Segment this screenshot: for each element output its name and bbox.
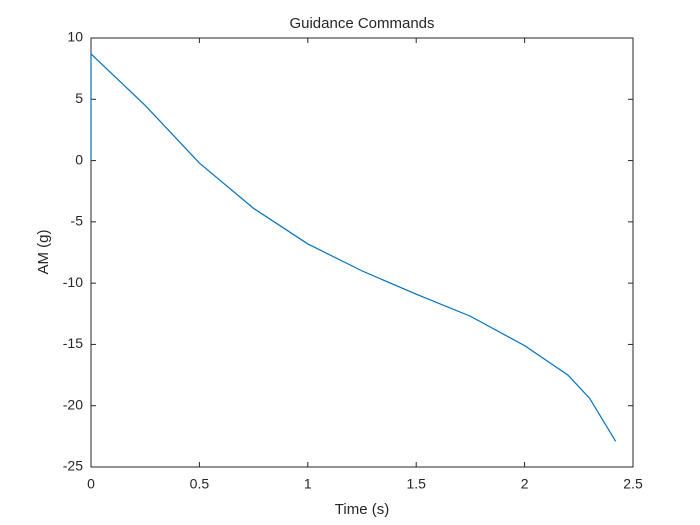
x-tick-label: 1.5 xyxy=(406,476,426,492)
y-axis-label: AM (g) xyxy=(35,229,52,274)
y-tick-label: 5 xyxy=(75,90,83,106)
x-tick-label: 2.5 xyxy=(623,476,643,492)
x-axis-label: Time (s) xyxy=(335,501,389,518)
y-tick-label: -20 xyxy=(63,396,83,412)
x-tick-label: 2 xyxy=(521,476,529,492)
chart-title: Guidance Commands xyxy=(289,15,434,32)
y-tick-label: -25 xyxy=(63,458,83,474)
x-tick-label: 1 xyxy=(304,476,312,492)
y-tick-label: -15 xyxy=(63,335,83,351)
y-tick-label: 0 xyxy=(75,151,83,167)
x-tick-label: 0 xyxy=(87,476,95,492)
data-line xyxy=(90,52,617,442)
x-tick-label: 0.5 xyxy=(190,476,210,492)
y-tick-label: -10 xyxy=(63,274,83,290)
y-tick-label: -5 xyxy=(71,213,84,229)
axes-box xyxy=(90,37,634,468)
y-tick-label: 10 xyxy=(67,29,83,45)
